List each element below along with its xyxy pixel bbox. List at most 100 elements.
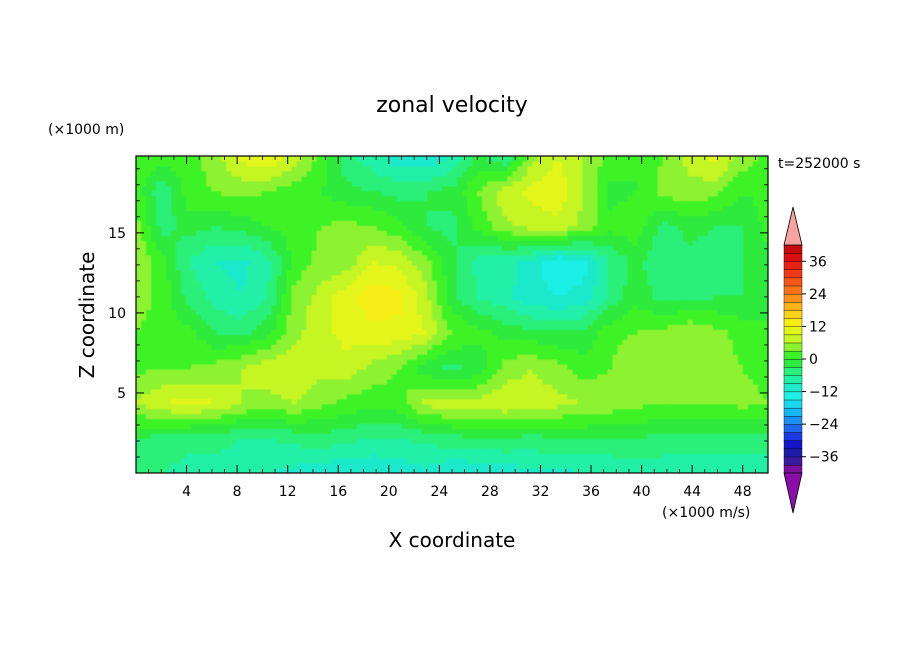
field-cell xyxy=(286,324,293,330)
field-cell xyxy=(391,284,398,291)
field-cell xyxy=(206,274,212,281)
field-cell xyxy=(462,324,468,330)
field-cell xyxy=(762,433,768,439)
field-cell xyxy=(457,443,463,449)
field-cell xyxy=(341,373,348,380)
field-cell xyxy=(667,314,674,321)
field-cell xyxy=(446,423,453,430)
field-cell xyxy=(206,344,212,350)
field-cell xyxy=(441,359,448,365)
field-cell xyxy=(206,443,212,449)
field-cell xyxy=(662,453,669,459)
field-cell xyxy=(316,403,323,410)
field-cell xyxy=(426,468,433,473)
field-cell xyxy=(647,428,654,434)
field-cell xyxy=(171,393,177,400)
field-cell xyxy=(642,354,649,360)
field-cell xyxy=(717,319,724,325)
field-cell xyxy=(712,368,719,375)
field-cell xyxy=(677,373,684,380)
field-cell xyxy=(346,453,353,459)
field-cell xyxy=(662,418,669,425)
field-cell xyxy=(276,458,283,464)
field-cell xyxy=(301,468,308,473)
field-cell xyxy=(291,349,298,355)
field-cell xyxy=(647,304,654,311)
field-cell xyxy=(276,368,283,375)
field-cell xyxy=(331,339,338,345)
field-cell xyxy=(697,309,704,316)
field-cell xyxy=(266,428,273,434)
field-cell xyxy=(652,319,659,325)
field-cell xyxy=(532,349,538,355)
field-cell xyxy=(251,393,257,400)
field-cell xyxy=(717,383,724,390)
field-cell xyxy=(467,304,473,311)
field-cell xyxy=(592,458,599,464)
field-cell xyxy=(211,284,217,291)
field-cell xyxy=(532,433,538,439)
field-cell xyxy=(627,413,634,420)
field-cell xyxy=(391,319,398,325)
field-cell xyxy=(376,349,383,355)
field-cell xyxy=(436,279,443,286)
field-cell xyxy=(667,334,674,340)
field-cell xyxy=(462,368,468,375)
field-cell xyxy=(462,438,468,444)
field-cell xyxy=(577,329,584,335)
field-cell xyxy=(512,294,518,301)
field-cell xyxy=(246,324,252,330)
field-cell xyxy=(567,373,573,380)
field-cell xyxy=(542,344,548,350)
field-cell xyxy=(241,364,247,370)
field-cell xyxy=(472,329,478,335)
field-cell xyxy=(457,314,463,321)
field-cell xyxy=(757,339,764,345)
field-cell xyxy=(462,453,468,459)
field-cell xyxy=(411,344,418,350)
field-cell xyxy=(186,344,192,350)
field-cell xyxy=(326,339,333,345)
field-cell xyxy=(351,463,358,469)
field-cell xyxy=(532,314,538,321)
field-cell xyxy=(346,388,353,395)
field-cell xyxy=(396,463,403,469)
field-cell xyxy=(251,368,257,375)
field-cell xyxy=(672,383,679,390)
field-cell xyxy=(542,408,548,415)
field-cell xyxy=(557,304,563,311)
field-cell xyxy=(311,309,318,316)
field-cell xyxy=(502,324,508,330)
field-cell xyxy=(457,458,463,464)
field-cell xyxy=(281,383,288,390)
field-cell xyxy=(612,354,619,360)
field-cell xyxy=(271,398,278,405)
field-cell xyxy=(472,354,478,360)
field-cell xyxy=(356,304,363,311)
field-cell xyxy=(602,403,609,410)
field-cell xyxy=(151,359,157,365)
field-cell xyxy=(221,354,227,360)
field-cell xyxy=(757,344,764,350)
field-cell xyxy=(381,433,388,439)
field-cell xyxy=(482,398,488,405)
field-cell xyxy=(477,398,483,405)
field-cell xyxy=(331,284,338,291)
field-cell xyxy=(572,309,578,316)
field-cell xyxy=(752,364,759,370)
field-cell xyxy=(166,274,172,281)
field-cell xyxy=(321,329,328,335)
field-cell xyxy=(261,418,268,425)
field-cell xyxy=(632,339,639,345)
field-cell xyxy=(627,279,634,286)
field-cell xyxy=(196,359,202,365)
field-cell xyxy=(607,458,614,464)
field-cell xyxy=(607,373,614,380)
field-cell xyxy=(747,418,754,425)
field-cell xyxy=(441,368,448,375)
field-cell xyxy=(311,344,318,350)
field-cell xyxy=(512,403,518,410)
field-cell xyxy=(386,378,393,385)
field-cell xyxy=(577,393,584,400)
field-cell xyxy=(557,373,563,380)
